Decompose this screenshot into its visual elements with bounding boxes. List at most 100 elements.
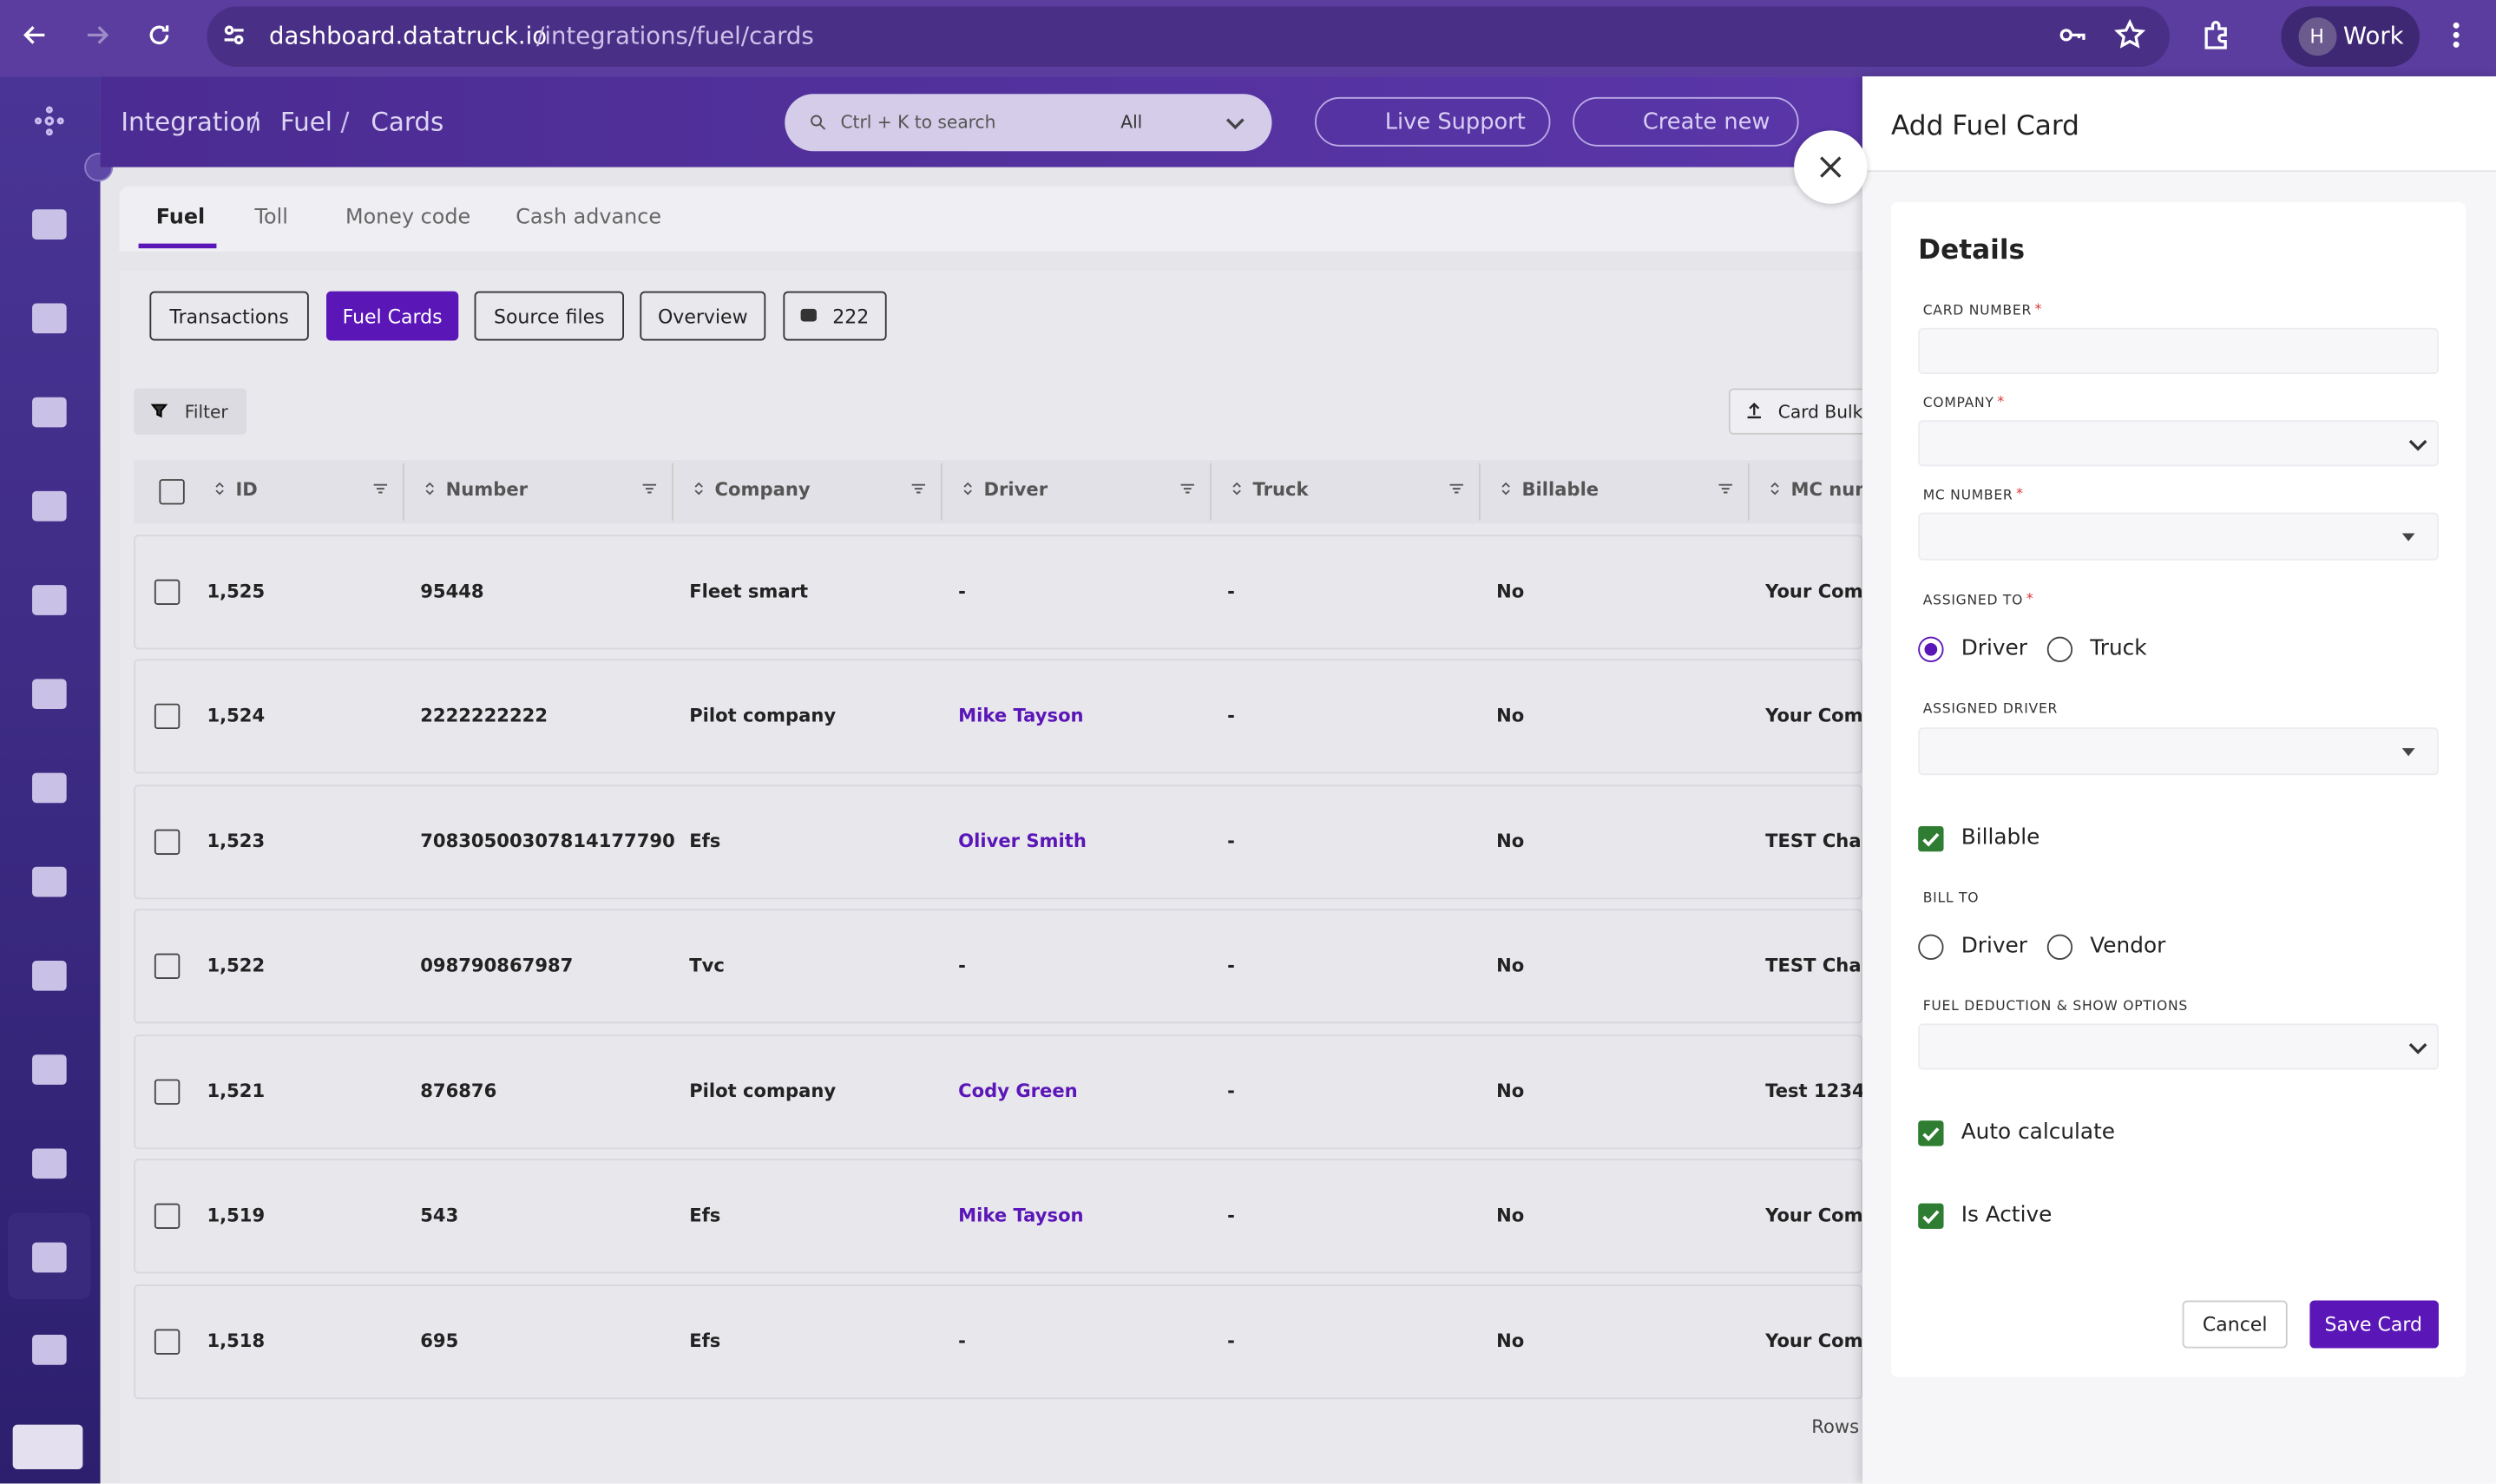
nav-icon[interactable] (28, 860, 71, 903)
url-path: /integrations/fuel/cards (536, 21, 814, 50)
radio-label: Driver (1961, 933, 2027, 959)
checkbox[interactable] (1918, 1203, 1944, 1229)
tab[interactable]: Toll (254, 206, 288, 231)
checkbox[interactable] (1918, 825, 1944, 852)
table-cell: Tvc (689, 954, 725, 976)
driver-cell[interactable]: Oliver Smith (958, 830, 1087, 852)
search-box[interactable] (785, 94, 1272, 152)
table-cell: 1,519 (207, 1204, 266, 1226)
nav-icon[interactable] (28, 579, 71, 622)
header-checkbox[interactable] (159, 479, 185, 505)
row-checkbox[interactable] (154, 1079, 181, 1105)
radio-button[interactable] (2046, 934, 2073, 961)
nav-icon[interactable] (28, 203, 71, 246)
row-checkbox[interactable] (154, 703, 181, 730)
table-cell: 543 (420, 1204, 459, 1226)
nav-icon[interactable] (28, 485, 71, 529)
nav-icon[interactable] (28, 673, 71, 716)
radio-button[interactable] (1918, 934, 1944, 961)
breadcrumb[interactable]: Integration (121, 106, 262, 137)
column-header[interactable]: Billable (1521, 477, 1599, 501)
select-chevron (2402, 427, 2434, 459)
subtab-button[interactable] (326, 291, 459, 341)
nav-icon[interactable] (28, 766, 71, 810)
table-cell: 098790867987 (420, 954, 574, 976)
table-cell: No (1496, 704, 1525, 726)
nav-icon[interactable] (28, 1236, 71, 1279)
nav-icon[interactable] (28, 1048, 71, 1092)
table-cell: 70830500307814177790 (420, 830, 675, 852)
tab[interactable]: Money code (345, 206, 471, 231)
row-checkbox[interactable] (154, 953, 181, 980)
live-support-button[interactable] (1315, 96, 1551, 147)
nav-button[interactable] (82, 19, 114, 51)
table-cell: No (1496, 1329, 1525, 1352)
url-bar[interactable] (207, 6, 2170, 68)
table-row (134, 535, 1862, 650)
save-button[interactable] (2309, 1300, 2439, 1349)
select-field[interactable] (1918, 1023, 2439, 1070)
subtab-button[interactable] (474, 291, 624, 341)
bulk-label: Card Bulk (1777, 402, 1863, 423)
radio-button[interactable] (2046, 636, 2073, 663)
live-support-label: Live Support (1384, 109, 1526, 135)
table-cell: - (1227, 830, 1235, 852)
table-cell: No (1496, 1080, 1525, 1102)
table-cell: Pilot company (689, 1080, 837, 1102)
row-checkbox[interactable] (154, 1203, 181, 1229)
table-header (134, 460, 1862, 524)
nav-button[interactable] (19, 19, 51, 51)
select-field[interactable] (1918, 512, 2439, 561)
driver-cell[interactable]: Mike Tayson (958, 1204, 1084, 1226)
nav-icon[interactable] (28, 391, 71, 434)
column-header[interactable]: ID (235, 477, 258, 501)
tab[interactable]: Fuel (155, 206, 206, 231)
row-checkbox[interactable] (154, 829, 181, 855)
column-filter (1178, 479, 1197, 498)
sort-icon (211, 480, 228, 497)
create-new-label: Create new (1642, 109, 1770, 135)
column-header[interactable]: MC num (1790, 477, 1875, 501)
table-cell: 95448 (420, 580, 484, 602)
nav-icon[interactable] (28, 955, 71, 998)
column-header[interactable]: Number (445, 477, 529, 501)
nav-button[interactable] (143, 19, 175, 51)
bulk-button[interactable] (1728, 388, 1888, 435)
nav-icon[interactable] (28, 297, 71, 340)
select-chevron (2402, 1031, 2434, 1063)
field-label: ASSIGNED DRIVER (1922, 701, 2059, 718)
radio-button[interactable] (1918, 636, 1944, 663)
checkbox-label: Is Active (1961, 1202, 2053, 1228)
tab[interactable]: Cash advance (516, 206, 662, 231)
subtab-button[interactable] (640, 291, 766, 341)
subtab-button[interactable] (149, 291, 309, 341)
cancel-button[interactable] (2182, 1300, 2288, 1349)
column-header[interactable]: Driver (983, 477, 1048, 501)
search-scope[interactable]: All (1120, 112, 1143, 134)
scope-chevron (1219, 107, 1251, 139)
driver-cell[interactable]: Cody Green (958, 1080, 1078, 1102)
row-checkbox[interactable] (154, 1329, 181, 1355)
org-button[interactable] (12, 1424, 83, 1469)
breadcrumb[interactable]: Fuel (279, 106, 332, 137)
site-info (218, 19, 250, 51)
sidebar-toggle[interactable] (84, 153, 114, 182)
nav-icon[interactable] (28, 1329, 71, 1372)
count-button[interactable] (783, 291, 887, 341)
driver-cell[interactable]: Mike Tayson (958, 704, 1084, 726)
text-field[interactable] (1918, 327, 2439, 375)
key-icon (2057, 19, 2089, 51)
create-new-button[interactable] (1573, 96, 1799, 147)
table-cell: 1,518 (207, 1329, 266, 1352)
filter-button[interactable] (134, 388, 247, 435)
table-cell: TEST Charl (1765, 832, 1862, 851)
column-header[interactable]: Company (714, 477, 811, 501)
checkbox[interactable] (1918, 1120, 1944, 1146)
table-cell: Test 12345 (1765, 1082, 1862, 1101)
select-field[interactable] (1918, 727, 2439, 776)
subtab-label: Fuel Cards (342, 305, 443, 328)
column-header[interactable]: Truck (1252, 477, 1309, 501)
select-field[interactable] (1918, 420, 2439, 467)
row-checkbox[interactable] (154, 579, 181, 605)
nav-icon[interactable] (28, 1142, 71, 1185)
